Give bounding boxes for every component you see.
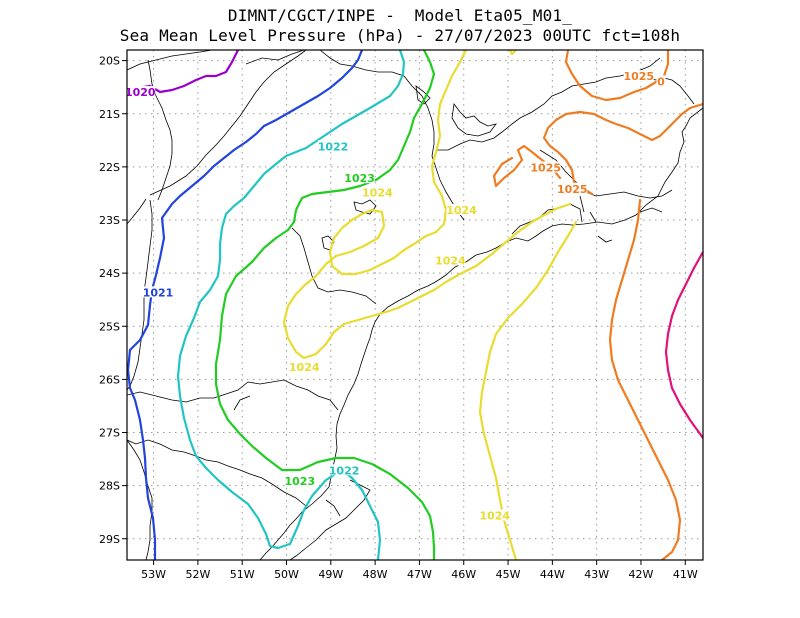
contour-label: 1021 bbox=[143, 286, 174, 299]
state-border bbox=[245, 50, 465, 221]
x-tick-label: 51W bbox=[230, 568, 255, 581]
axis-ticks: 53W 52W 51W 50W 49W 48W 47W 46W 45W 44W 43W 42W 41W 2… bbox=[99, 55, 698, 581]
isobar-1026 bbox=[664, 250, 703, 440]
contour-label-background bbox=[284, 474, 315, 486]
contour-label: 1025 bbox=[530, 162, 561, 175]
coastline bbox=[259, 107, 703, 560]
state-border bbox=[149, 50, 307, 196]
x-tick-label: 42W bbox=[629, 568, 654, 581]
contour-label: 0 bbox=[657, 75, 665, 88]
state-border bbox=[291, 227, 377, 305]
isobar-1025 bbox=[542, 102, 703, 196]
figure-title-line-1: DIMNT/CGCT/INPE - Model Eta05_M01_ bbox=[227, 6, 573, 25]
bay-outline bbox=[511, 203, 597, 235]
contour-label: 1024 bbox=[479, 510, 510, 523]
isobar-1025 bbox=[608, 198, 682, 560]
contour-label-background bbox=[446, 204, 477, 216]
contour-label-background bbox=[362, 186, 393, 198]
x-tick-label: 49W bbox=[318, 568, 343, 581]
contour-label: 1024 bbox=[446, 204, 477, 217]
contour-label: 1022 bbox=[329, 464, 360, 477]
country-border bbox=[147, 59, 173, 201]
contour-label: 1024 bbox=[435, 255, 466, 268]
state-border bbox=[127, 198, 147, 225]
contour-label: 1024 bbox=[362, 187, 393, 200]
y-tick-label: 24S bbox=[99, 267, 120, 280]
contour-label-background bbox=[127, 86, 156, 98]
contour-label-background bbox=[329, 464, 360, 476]
state-border bbox=[539, 149, 651, 213]
contour-label-background bbox=[344, 172, 375, 184]
x-tick-label: 44W bbox=[540, 568, 565, 581]
x-tick-label: 52W bbox=[185, 568, 210, 581]
contour-label-background bbox=[435, 254, 466, 266]
contour-label-background bbox=[530, 161, 561, 173]
state-border bbox=[436, 57, 661, 151]
contour-label-background bbox=[656, 75, 666, 87]
x-tick-label: 47W bbox=[407, 568, 432, 581]
contour-label-background bbox=[143, 286, 174, 298]
x-tick-label: 45W bbox=[496, 568, 521, 581]
y-tick-label: 23S bbox=[99, 214, 120, 227]
figure-title-line-2: Sea Mean Level Pressure (hPa) - 27/07/20… bbox=[119, 26, 681, 45]
x-tick-label: 48W bbox=[363, 568, 388, 581]
contour-label-background bbox=[479, 509, 510, 521]
y-tick-label: 29S bbox=[99, 533, 120, 546]
lagoon-outline bbox=[289, 479, 371, 560]
x-tick-label: 53W bbox=[141, 568, 166, 581]
contour-label-background bbox=[289, 360, 320, 372]
y-tick-label: 21S bbox=[99, 108, 120, 121]
country-border bbox=[127, 199, 153, 391]
isobar-1022 bbox=[176, 50, 406, 560]
y-tick-label: 20S bbox=[99, 55, 120, 68]
reservoir bbox=[451, 102, 497, 137]
y-tick-label: 28S bbox=[99, 480, 120, 493]
x-tick-label: 43W bbox=[584, 568, 609, 581]
river bbox=[597, 189, 673, 243]
isobar-1024 bbox=[508, 50, 518, 56]
graticule-grid bbox=[127, 50, 703, 560]
contour-label: 1022 bbox=[318, 140, 349, 153]
contour-label: 1024 bbox=[289, 361, 320, 374]
isobar-1023 bbox=[214, 50, 436, 560]
country-border bbox=[127, 439, 153, 560]
state-border bbox=[127, 50, 213, 71]
y-tick-label: 26S bbox=[99, 373, 120, 386]
contour-label: 1025 bbox=[557, 183, 588, 196]
contour-label: 1025 bbox=[623, 70, 654, 83]
y-tick-label: 27S bbox=[99, 427, 120, 440]
isobar-1025 bbox=[492, 144, 562, 188]
isobar-1024 bbox=[282, 50, 572, 360]
reservoir bbox=[415, 85, 431, 105]
contour-label-background bbox=[318, 140, 349, 152]
isobar-1024 bbox=[478, 220, 578, 560]
x-tick-label: 50W bbox=[274, 568, 299, 581]
contour-label: 1020 bbox=[125, 86, 156, 99]
y-tick-label: 22S bbox=[99, 161, 120, 174]
y-tick-label: 25S bbox=[99, 320, 120, 333]
map-frame bbox=[126, 49, 704, 561]
x-tick-label: 46W bbox=[451, 568, 476, 581]
isobar-1021 bbox=[127, 50, 364, 560]
contour-label-background bbox=[623, 70, 654, 82]
state-border bbox=[127, 379, 339, 411]
contour-label: 1023 bbox=[284, 475, 315, 488]
contour-label-background bbox=[557, 182, 588, 194]
state-border bbox=[127, 439, 307, 507]
x-tick-label: 41W bbox=[673, 568, 698, 581]
contour-label: 1023 bbox=[344, 172, 375, 185]
